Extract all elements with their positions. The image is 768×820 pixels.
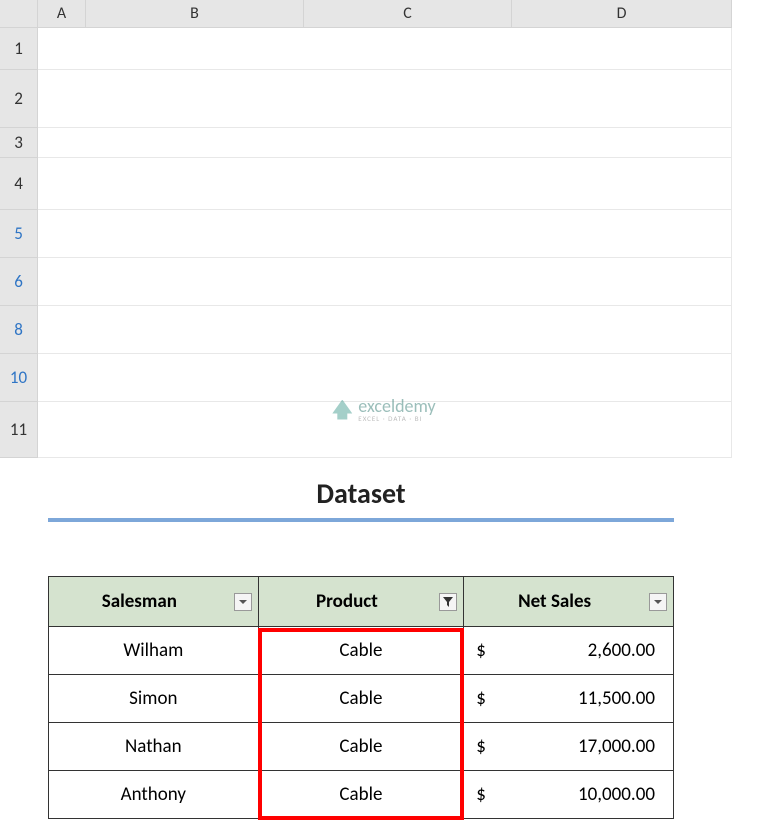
sales-value: 17,000.00 xyxy=(578,735,655,758)
select-all-corner[interactable] xyxy=(0,0,38,28)
cell-salesman[interactable]: Simon xyxy=(49,675,259,723)
filter-dropdown-icon[interactable] xyxy=(234,593,252,611)
cell-salesman[interactable]: Nathan xyxy=(49,723,259,771)
currency-symbol: $ xyxy=(476,639,486,662)
currency-symbol: $ xyxy=(476,687,486,710)
row-header-3[interactable]: 3 xyxy=(0,128,38,158)
row-header-11[interactable]: 11 xyxy=(0,402,38,458)
cell-sales[interactable]: $11,500.00 xyxy=(464,675,674,723)
col-header-B[interactable]: B xyxy=(86,0,304,28)
watermark-logo-icon xyxy=(332,400,352,420)
watermark: exceldemy EXCEL · DATA · BI xyxy=(332,397,435,422)
currency-symbol: $ xyxy=(476,735,486,758)
row-header-6[interactable]: 6 xyxy=(0,258,38,306)
cell[interactable] xyxy=(38,28,732,70)
table-row[interactable]: Anthony Cable $10,000.00 xyxy=(49,771,674,819)
sales-value: 11,500.00 xyxy=(578,687,655,710)
cell-product[interactable]: Cable xyxy=(258,675,464,723)
filter-dropdown-icon[interactable] xyxy=(649,593,667,611)
title-underline xyxy=(48,518,674,522)
row-header-8[interactable]: 8 xyxy=(0,306,38,354)
cell[interactable] xyxy=(38,258,732,306)
header-salesman[interactable]: Salesman xyxy=(49,577,259,627)
header-label: Net Sales xyxy=(518,590,591,613)
table-body: Wilham Cable $2,600.00 Simon Cable $11,5… xyxy=(49,627,674,819)
row-header-5[interactable]: 5 xyxy=(0,210,38,258)
cell-product[interactable]: Cable xyxy=(258,627,464,675)
row-header-4[interactable]: 4 xyxy=(0,158,38,210)
sales-value: 10,000.00 xyxy=(578,783,655,806)
spreadsheet-grid: A B C D 1 2 3 4 5 6 8 10 11 xyxy=(0,0,768,458)
cell-sales[interactable]: $17,000.00 xyxy=(464,723,674,771)
table-row[interactable]: Wilham Cable $2,600.00 xyxy=(49,627,674,675)
watermark-brand: exceldemy xyxy=(358,397,435,415)
filter-active-icon[interactable] xyxy=(439,593,457,611)
cell[interactable] xyxy=(38,306,732,354)
col-header-D[interactable]: D xyxy=(512,0,732,28)
watermark-tag: EXCEL · DATA · BI xyxy=(358,415,435,422)
cell-salesman[interactable]: Wilham xyxy=(49,627,259,675)
cell-sales[interactable]: $10,000.00 xyxy=(464,771,674,819)
table-row[interactable]: Nathan Cable $17,000.00 xyxy=(49,723,674,771)
data-table: Salesman Product Net Sales xyxy=(48,576,674,819)
watermark-text: exceldemy EXCEL · DATA · BI xyxy=(358,397,435,422)
table-header-row: Salesman Product Net Sales xyxy=(49,577,674,627)
cell[interactable] xyxy=(38,210,732,258)
currency-symbol: $ xyxy=(476,783,486,806)
cell[interactable] xyxy=(38,128,732,158)
row-header-10[interactable]: 10 xyxy=(0,354,38,402)
row-header-1[interactable]: 1 xyxy=(0,28,38,70)
col-header-C[interactable]: C xyxy=(304,0,512,28)
header-label: Product xyxy=(316,590,378,613)
header-label: Salesman xyxy=(102,590,177,613)
cell-product[interactable]: Cable xyxy=(258,771,464,819)
row-header-2[interactable]: 2 xyxy=(0,70,38,128)
table-row[interactable]: Simon Cable $11,500.00 xyxy=(49,675,674,723)
cell-product[interactable]: Cable xyxy=(258,723,464,771)
cell[interactable] xyxy=(38,70,732,128)
cell-salesman[interactable]: Anthony xyxy=(49,771,259,819)
col-header-A[interactable]: A xyxy=(38,0,86,28)
header-product[interactable]: Product xyxy=(258,577,464,627)
cell[interactable] xyxy=(38,158,732,210)
cell-sales[interactable]: $2,600.00 xyxy=(464,627,674,675)
header-netsales[interactable]: Net Sales xyxy=(464,577,674,627)
sales-value: 2,600.00 xyxy=(588,639,655,662)
